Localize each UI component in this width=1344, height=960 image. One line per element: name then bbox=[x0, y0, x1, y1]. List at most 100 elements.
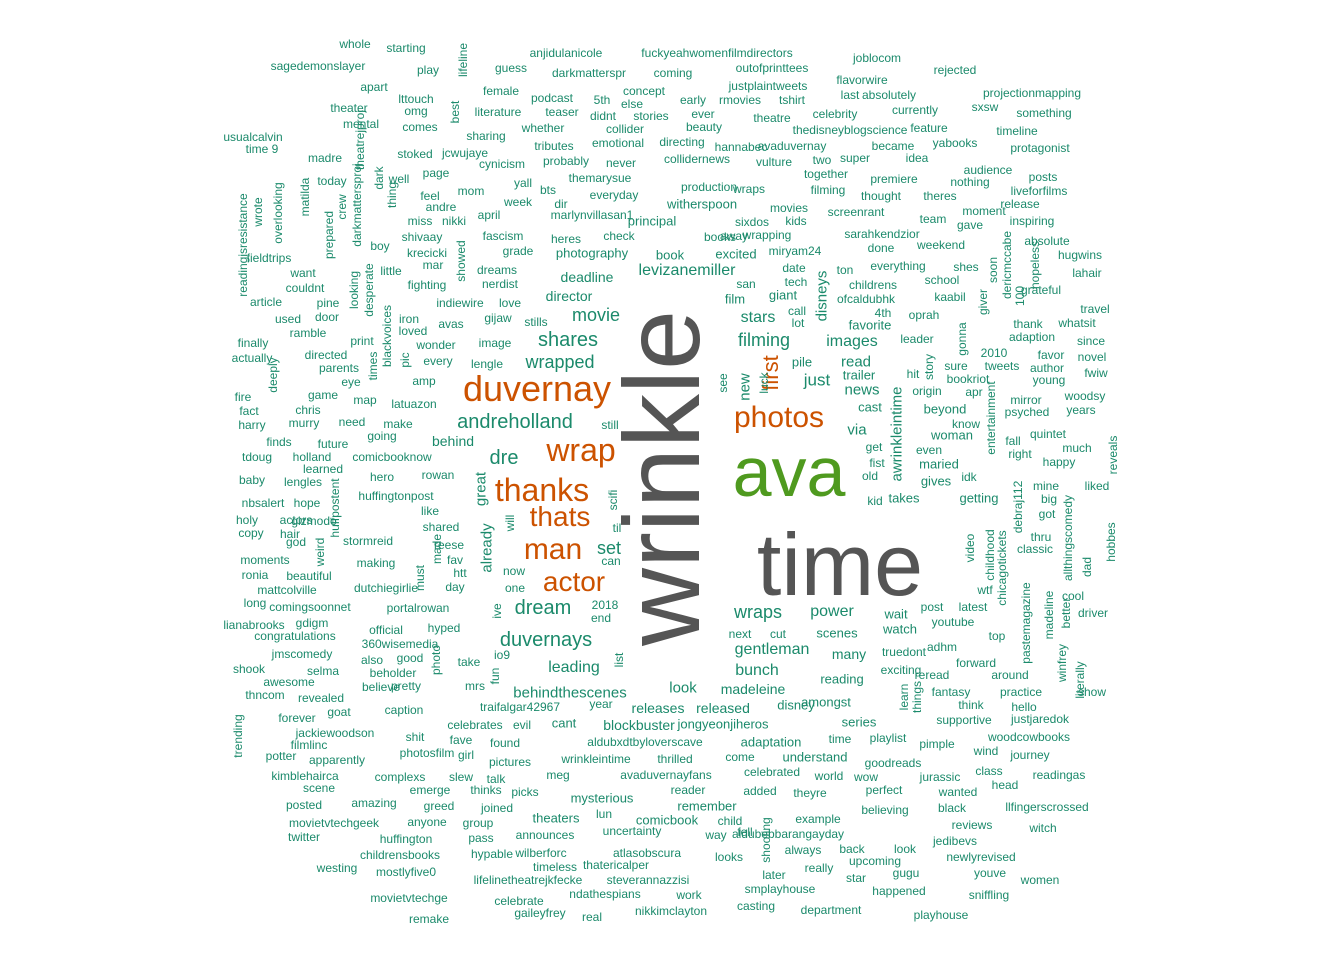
word-shivaay: shivaay bbox=[401, 230, 443, 244]
word-lianabrooks: lianabrooks bbox=[223, 618, 285, 632]
word-andreholland: andreholland bbox=[457, 411, 573, 433]
word-photos: photos bbox=[733, 401, 825, 434]
word-shares: shares bbox=[537, 329, 599, 351]
word-levizanemiller: levizanemiller bbox=[638, 262, 736, 279]
word-shes: shes bbox=[953, 260, 979, 274]
word-huffington: huffington bbox=[379, 832, 433, 846]
word-travel: travel bbox=[1080, 302, 1110, 316]
word-soon: soon bbox=[986, 256, 1000, 284]
word-teaser: teaser bbox=[545, 105, 579, 119]
word-picks: picks bbox=[511, 785, 539, 799]
word-dutchiegirlie: dutchiegirlie bbox=[353, 581, 419, 595]
word-dericmccabe: dericmccabe bbox=[1000, 230, 1014, 300]
word-got: got bbox=[1038, 507, 1056, 521]
word-added: added bbox=[743, 784, 777, 798]
word-super: super bbox=[839, 151, 871, 165]
word-tshirt: tshirt bbox=[778, 93, 806, 107]
word-hit: hit bbox=[906, 367, 920, 381]
word-upcoming: upcoming bbox=[848, 854, 902, 868]
word-many: many bbox=[831, 646, 867, 662]
word-moment: moment bbox=[962, 204, 1006, 218]
word-filming: filming bbox=[810, 183, 846, 197]
word-time-9: time 9 bbox=[245, 142, 279, 156]
word-long: long bbox=[243, 596, 267, 610]
word-department: department bbox=[800, 903, 862, 917]
word-everything: everything bbox=[870, 259, 926, 273]
word-mar: mar bbox=[422, 258, 444, 272]
word-wraps: wraps bbox=[732, 182, 766, 196]
word-novel: novel bbox=[1077, 350, 1107, 364]
word-grade: grade bbox=[502, 244, 534, 258]
word-miss: miss bbox=[407, 214, 433, 228]
word-whole: whole bbox=[339, 37, 371, 51]
word-images: images bbox=[826, 333, 878, 350]
word-list: list bbox=[612, 652, 626, 668]
word-weird: weird bbox=[313, 537, 327, 567]
word-power: power bbox=[810, 603, 854, 620]
word-excited: excited bbox=[715, 246, 757, 262]
word-still: still bbox=[601, 418, 619, 432]
word-wrap: wrap bbox=[546, 432, 616, 468]
word-usualcalvin: usualcalvin bbox=[223, 130, 283, 144]
word-class: class bbox=[975, 764, 1003, 778]
word-mirror: mirror bbox=[1010, 393, 1042, 407]
word-time: time bbox=[828, 732, 852, 746]
word-supportive: supportive bbox=[936, 713, 992, 727]
word-sxsw: sxsw bbox=[971, 100, 999, 114]
word-reveals: reveals bbox=[1106, 435, 1120, 475]
word-two: two bbox=[812, 153, 832, 167]
word-dad: dad bbox=[1080, 556, 1094, 578]
word-witherspoon: witherspoon bbox=[666, 196, 738, 212]
word-new: new bbox=[736, 373, 754, 401]
word-idk: idk bbox=[961, 470, 977, 484]
word-always: always bbox=[784, 843, 822, 857]
word-released: released bbox=[696, 700, 750, 716]
word-map: map bbox=[353, 393, 377, 407]
word-happy: happy bbox=[1042, 455, 1076, 469]
word-absolute: absolute bbox=[1024, 234, 1070, 248]
word-timeless: timeless bbox=[532, 860, 578, 874]
word-rowan: rowan bbox=[421, 468, 455, 482]
word-allthingscomedy: allthingscomedy bbox=[1061, 494, 1075, 582]
word-beauty: beauty bbox=[685, 120, 723, 134]
word-practice: practice bbox=[999, 685, 1043, 699]
word-photosfilm: photosfilm bbox=[399, 746, 455, 760]
word-andre: andre bbox=[425, 200, 457, 214]
word-couldnt: couldnt bbox=[285, 281, 325, 295]
word-thru: thru bbox=[1030, 530, 1052, 544]
word-early: early bbox=[679, 93, 707, 107]
word-movie: movie bbox=[571, 305, 621, 325]
word-made: made bbox=[430, 533, 444, 565]
word-probably: probably bbox=[542, 154, 590, 168]
word-check: check bbox=[603, 229, 635, 243]
word-bts: bts bbox=[539, 183, 557, 197]
word-via: via bbox=[847, 421, 867, 439]
word-image: image bbox=[478, 336, 512, 350]
word-portalrowan: portalrowan bbox=[386, 601, 450, 615]
word-2010: 2010 bbox=[980, 346, 1008, 360]
word-shook: shook bbox=[232, 662, 266, 676]
word-thanks: thanks bbox=[494, 472, 590, 508]
word-liveforfilms: liveforfilms bbox=[1010, 184, 1068, 198]
word-idea: idea bbox=[905, 151, 929, 165]
word-lengle: lengle bbox=[470, 357, 504, 371]
word-collidernews: collidernews bbox=[663, 152, 731, 166]
word-yabooks: yabooks bbox=[932, 136, 978, 150]
word-happened: happened bbox=[872, 884, 926, 898]
word-getting: getting bbox=[959, 490, 999, 506]
word-360wisemedia: 360wisemedia bbox=[361, 637, 439, 651]
word-lifeline: lifeline bbox=[456, 42, 470, 78]
word-god: god bbox=[285, 535, 307, 549]
word-pimple: pimple bbox=[919, 737, 955, 751]
word-debraj112: debraj112 bbox=[1011, 480, 1025, 534]
word-copy: copy bbox=[238, 526, 264, 540]
word-fire: fire bbox=[234, 390, 252, 404]
word-atlasobscura: atlasobscura bbox=[612, 846, 682, 860]
word-vulture: vulture bbox=[755, 155, 793, 169]
word-uncertainty: uncertainty bbox=[602, 824, 662, 838]
word-head: head bbox=[991, 778, 1019, 792]
word-htt: htt bbox=[453, 566, 467, 580]
word-team: team bbox=[919, 212, 947, 226]
word-theyre: theyre bbox=[793, 786, 827, 800]
